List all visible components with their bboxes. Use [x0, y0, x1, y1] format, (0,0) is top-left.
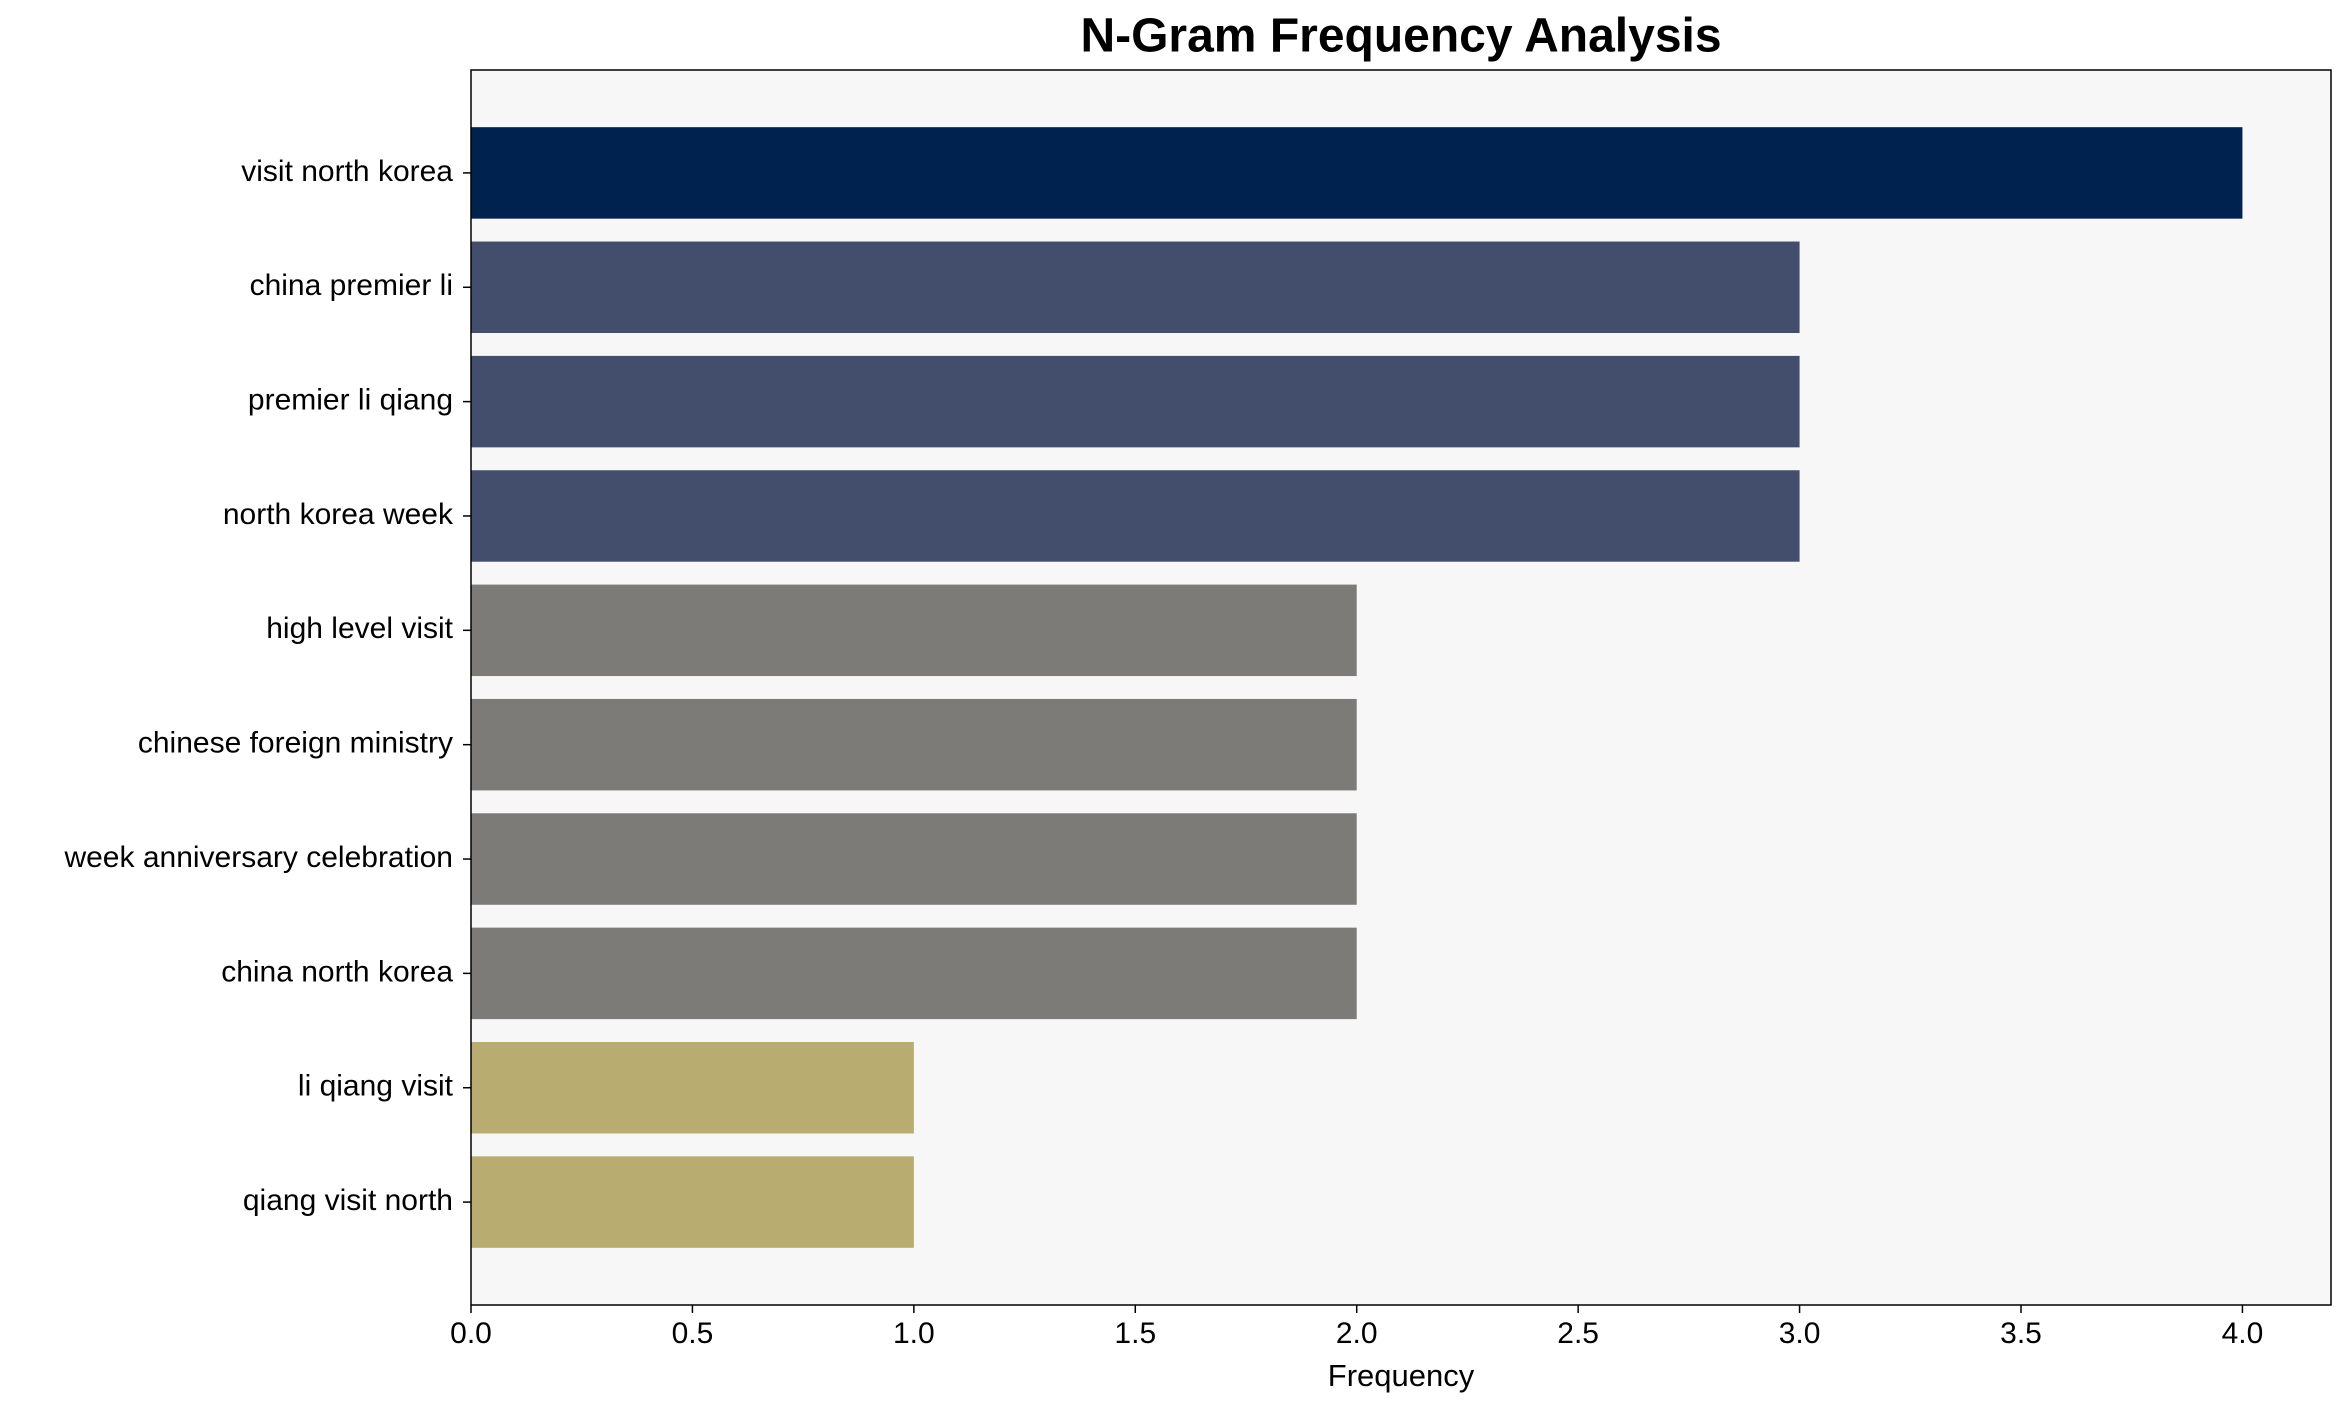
chart-title: N-Gram Frequency Analysis	[1080, 10, 1721, 63]
y-tick-label: north korea week	[223, 498, 454, 531]
y-tick-label: high level visit	[266, 612, 453, 645]
x-axis-label: Frequency	[1328, 1358, 1475, 1393]
bar	[471, 1156, 914, 1248]
bar	[471, 698, 1357, 791]
y-tick-label: li qiang visit	[298, 1070, 454, 1103]
y-tick-label: china north korea	[221, 955, 453, 988]
plot-frame	[470, 69, 2332, 1306]
x-tick-label: 2.5	[1557, 1317, 1599, 1350]
x-tick-label: 2.0	[1336, 1317, 1378, 1350]
bar	[471, 584, 1357, 677]
bar	[471, 813, 1357, 905]
bar	[471, 927, 1357, 1020]
bar	[471, 1041, 914, 1134]
y-tick-label: qiang visit north	[243, 1184, 453, 1217]
x-tick-label: 1.5	[1114, 1317, 1156, 1350]
y-tick-label: visit north korea	[241, 155, 453, 188]
bar	[471, 241, 1800, 334]
y-tick-label: week anniversary celebration	[63, 841, 453, 874]
x-tick-label: 0.0	[450, 1317, 492, 1350]
x-tick-label: 3.0	[1779, 1317, 1821, 1350]
x-tick-label: 0.5	[672, 1317, 714, 1350]
y-tick-label: chinese foreign ministry	[138, 727, 453, 760]
y-tick-label: premier li qiang	[248, 384, 453, 417]
x-tick-label: 4.0	[2222, 1317, 2264, 1350]
bar	[471, 355, 1800, 448]
bar	[471, 470, 1800, 562]
y-tick-label: china premier li	[250, 269, 453, 302]
x-tick-label: 3.5	[2000, 1317, 2042, 1350]
x-tick-label: 1.0	[893, 1317, 935, 1350]
bar	[471, 127, 2243, 219]
